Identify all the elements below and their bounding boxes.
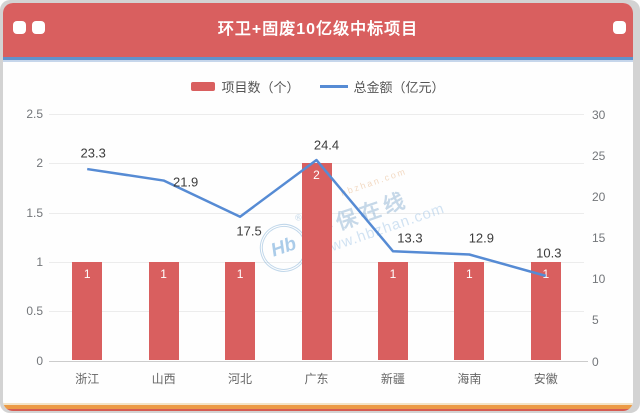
stripe-cream (3, 403, 633, 405)
chart-card: 环卫+固废10亿级中标项目 项目数（个） 总金额（亿元） Hb ® 环保在线 w… (3, 3, 633, 411)
y-axis-left-tick: 0 (36, 353, 43, 368)
bar-value-label: 1 (542, 266, 550, 281)
line-value-label: 24.4 (313, 137, 340, 153)
stripe-red (3, 409, 633, 411)
y-axis-left-tick: 2.5 (26, 107, 43, 121)
bar-山西 (148, 261, 179, 361)
line-value-label: 23.3 (80, 145, 106, 161)
gridline (49, 114, 584, 115)
window-dot-icon (13, 21, 26, 34)
bar-value-label: 1 (83, 266, 91, 281)
chart-legend: 项目数（个） 总金额（亿元） (3, 77, 633, 96)
y-axis-right-tick: 0 (592, 354, 599, 369)
x-axis-label: 海南 (457, 372, 482, 386)
line-value-label: 21.9 (172, 174, 199, 190)
header-underline (3, 57, 633, 60)
bar-海南 (454, 261, 485, 361)
y-axis-left-tick: 0.5 (26, 304, 43, 319)
y-axis-left-tick: 1.5 (26, 205, 43, 220)
y-axis-left-tick: 2 (36, 156, 43, 171)
bar-安徽 (530, 261, 561, 361)
y-axis-right-tick: 5 (592, 313, 599, 328)
card-header: 环卫+固废10亿级中标项目 (3, 3, 633, 57)
window-dot-icon (32, 21, 45, 34)
bar-河北 (225, 261, 256, 361)
bar-value-label: 1 (236, 266, 244, 281)
legend-label: 项目数（个） (221, 80, 300, 95)
x-axis-label: 安徽 (533, 372, 558, 386)
y-axis-right-tick: 30 (592, 108, 606, 122)
y-axis-left-tick: 1 (36, 254, 43, 269)
bar-value-label: 1 (466, 266, 473, 281)
bar-value-label: 1 (160, 266, 167, 281)
legend-label: 总金额（亿元） (353, 80, 445, 95)
plot-area: 1 1 1 2 1 1 1 23.3 21.9 17.5 24.4 13.3 12.9 10.3 (3, 3, 633, 411)
header-underline-light (3, 60, 633, 62)
x-axis-label: 河北 (228, 372, 253, 386)
bar-value-label: 2 (313, 168, 320, 183)
legend-item-amount[interactable]: 总金额（亿元） (319, 77, 445, 96)
line-value-label: 13.3 (397, 230, 423, 246)
x-axis-line (49, 360, 588, 362)
bar-浙江 (72, 261, 103, 361)
bottom-decoration (3, 403, 633, 411)
line-series-swatch-icon (319, 85, 348, 88)
line-value-label: 10.3 (536, 245, 562, 261)
x-axis-label: 广东 (304, 372, 329, 386)
line-value-label: 17.5 (236, 223, 262, 239)
bar-广东 (301, 163, 332, 361)
y-axis-right-tick: 10 (592, 272, 606, 287)
legend-item-projects[interactable]: 项目数（个） (191, 77, 300, 96)
line-value-label: 12.9 (468, 230, 494, 245)
bar-value-label: 1 (389, 266, 397, 281)
x-axis-label: 山西 (151, 372, 176, 386)
bar-新疆 (377, 261, 408, 361)
bar-series-swatch-icon (191, 82, 216, 91)
y-axis-right-tick: 20 (592, 190, 606, 205)
x-axis-label: 新疆 (380, 372, 405, 386)
stripe-orange (3, 405, 633, 409)
window-dot-icon (613, 21, 626, 34)
y-axis-right-tick: 25 (592, 149, 606, 164)
y-axis-right-tick: 15 (592, 231, 606, 246)
chart-title: 环卫+固废10亿级中标项目 (217, 21, 419, 38)
x-axis-label: 浙江 (75, 372, 100, 386)
